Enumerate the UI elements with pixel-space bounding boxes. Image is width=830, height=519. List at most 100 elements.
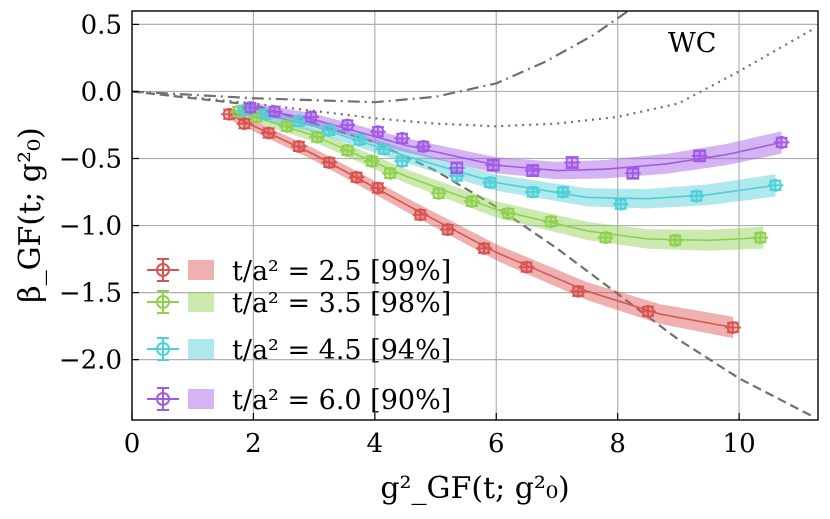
- data-point: [291, 140, 307, 153]
- data-point: [439, 223, 456, 236]
- data-point: [500, 207, 517, 220]
- data-point: [394, 154, 411, 168]
- fit-line-series-0: [228, 113, 734, 329]
- wc-annotation: WC: [668, 28, 716, 59]
- legend-marker-t35: [147, 290, 179, 314]
- reference-curves: [132, 11, 813, 417]
- data-point: [624, 166, 641, 180]
- data-point: [482, 176, 499, 190]
- reference-curve-dotted: [132, 28, 813, 128]
- data-point: [376, 142, 392, 156]
- data-point: [542, 215, 559, 228]
- fit-line-series-3: [250, 106, 782, 172]
- data-point: [524, 185, 541, 199]
- data-point: [303, 110, 319, 124]
- data-point: [555, 185, 571, 199]
- data-point: [430, 186, 447, 200]
- legend-label-t45: t/a² = 4.5 [94%]: [232, 335, 451, 366]
- data-point: [725, 321, 741, 334]
- data-point: [688, 189, 705, 203]
- x-tick-label: 0: [124, 429, 141, 459]
- data-point: [773, 136, 790, 149]
- y-tick-label: −2.0: [59, 346, 122, 376]
- legend-label-t35: t/a² = 3.5 [98%]: [232, 288, 451, 319]
- data-point: [278, 119, 295, 133]
- legend-label-t60: t/a² = 6.0 [90%]: [232, 385, 451, 416]
- data-point: [339, 118, 356, 132]
- data-point: [570, 284, 587, 298]
- data-point: [321, 123, 338, 137]
- y-axis-ticks: 0.5 0.0 −0.5 −1.0 −1.5 −2.0: [59, 10, 139, 376]
- grid: [131, 11, 818, 420]
- y-tick-label: 0.5: [81, 10, 122, 40]
- x-axis-label: g²_GF(t; g²₀): [380, 471, 569, 506]
- data-point: [291, 114, 307, 128]
- data-point: [321, 156, 338, 169]
- y-axis-label: β_GF(t; g²₀): [13, 127, 48, 303]
- data-point: [564, 156, 581, 169]
- data-point: [351, 133, 368, 147]
- data-point: [394, 131, 411, 145]
- legend: t/a² = 2.5 [99%] t/a² = 3.5 [98%] t/: [147, 256, 451, 416]
- x-tick-label: 10: [723, 429, 756, 459]
- data-point: [309, 130, 326, 144]
- legend-entry-t60: t/a² = 6.0 [90%]: [147, 385, 451, 416]
- data-point: [691, 149, 708, 163]
- legend-marker-t60: [147, 387, 179, 411]
- data-point: [369, 181, 386, 195]
- data-point: [242, 101, 259, 114]
- reference-curve-dashdot: [132, 11, 631, 104]
- data-points: [221, 101, 790, 334]
- legend-band-t45: [188, 339, 214, 359]
- y-tick-label: −1.5: [59, 279, 122, 309]
- legend-band-t60: [188, 389, 214, 409]
- data-point: [612, 197, 629, 211]
- legend-entry-t45: t/a² = 4.5 [94%]: [147, 335, 451, 366]
- legend-entry-t35: t/a² = 3.5 [98%]: [147, 288, 451, 319]
- y-tick-label: −1.0: [59, 212, 122, 242]
- data-point: [448, 161, 465, 175]
- x-tick-label: 2: [245, 429, 262, 459]
- y-tick-label: 0.0: [81, 77, 122, 107]
- data-point: [339, 144, 356, 157]
- data-point: [752, 231, 769, 245]
- legend-band-t35: [188, 292, 214, 312]
- data-point: [382, 166, 398, 180]
- fit-band-series-2: [244, 105, 776, 209]
- data-point: [518, 260, 535, 274]
- legend-marker-t45: [147, 337, 179, 361]
- data-point: [524, 164, 541, 177]
- data-point: [415, 140, 432, 153]
- data-point: [412, 208, 429, 222]
- data-point: [266, 105, 283, 118]
- data-point: [640, 304, 656, 318]
- plot-frame: [131, 10, 819, 421]
- data-point: [369, 125, 386, 139]
- data-point: [667, 233, 684, 247]
- data-point: [597, 231, 614, 245]
- data-point: [363, 154, 380, 168]
- x-tick-label: 4: [367, 429, 384, 459]
- y-tick-label: −0.5: [59, 145, 122, 175]
- data-point: [767, 178, 784, 192]
- reference-curve-dashed: [132, 90, 813, 417]
- legend-band-t25: [188, 260, 214, 280]
- data-point: [260, 126, 277, 140]
- fit-line-series-1: [237, 110, 764, 242]
- legend-marker-t25: [147, 258, 179, 282]
- fit-band-series-3: [250, 102, 782, 180]
- data-point: [476, 241, 492, 255]
- data-point: [348, 170, 365, 184]
- legend-label-t25: t/a² = 2.5 [99%]: [232, 256, 451, 287]
- data-point: [485, 158, 502, 172]
- legend-entry-t25: t/a² = 2.5 [99%]: [147, 256, 451, 287]
- x-tick-label: 8: [609, 429, 626, 459]
- data-point: [236, 117, 253, 131]
- x-axis-ticks: 0 2 4 6 8 10: [124, 413, 756, 459]
- fit-band-series-1: [238, 106, 764, 251]
- data-point: [464, 195, 480, 208]
- x-tick-label: 6: [488, 429, 505, 459]
- fit-bands: [228, 102, 782, 339]
- fit-band-series-0: [229, 109, 733, 339]
